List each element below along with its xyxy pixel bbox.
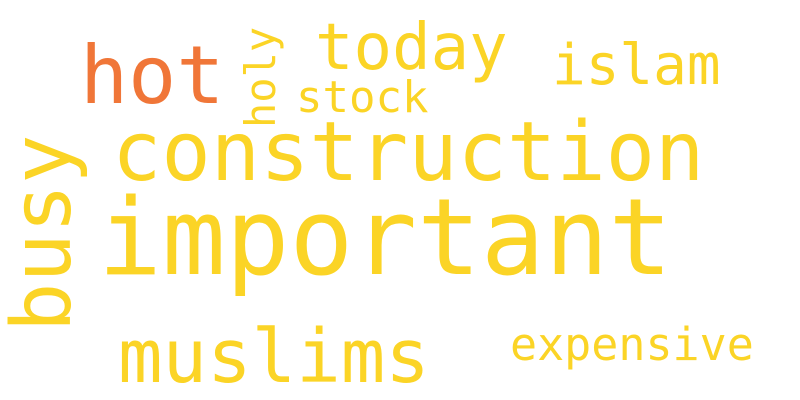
word-hot: hot — [80, 29, 225, 122]
word-busy: busy — [0, 134, 90, 332]
word-holy: holy — [236, 26, 285, 128]
word-construction: construction — [112, 105, 705, 200]
word-important: important — [98, 176, 673, 299]
word-today: today — [315, 11, 508, 85]
word-muslims: muslims — [118, 314, 430, 400]
word-islam: islam — [552, 33, 721, 98]
word-expensive: expensive — [510, 318, 754, 371]
word-stock: stock — [296, 72, 429, 123]
